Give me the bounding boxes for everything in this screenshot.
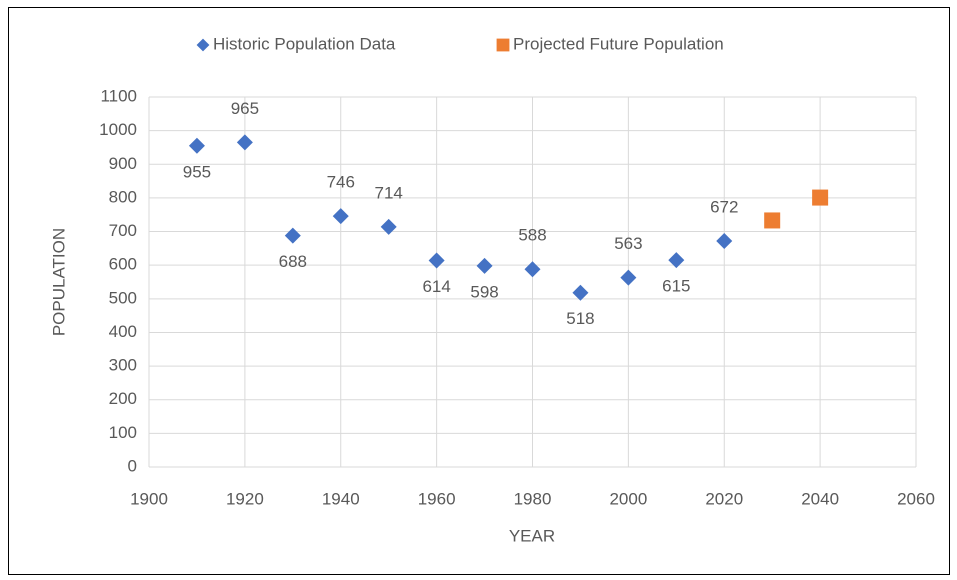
point <box>620 269 637 286</box>
data-label: 955 <box>183 162 211 181</box>
x-tick-label: 1960 <box>418 489 456 508</box>
x-tick-label: 2040 <box>801 489 839 508</box>
y-axis-title: POPULATION <box>49 228 68 336</box>
legend-marker <box>196 38 210 52</box>
x-tick-label: 2020 <box>705 489 743 508</box>
data-label: 615 <box>662 277 690 296</box>
data-label: 688 <box>279 252 307 271</box>
x-tick-label: 2060 <box>897 489 935 508</box>
y-tick-label: 600 <box>109 255 137 274</box>
legend-label: Historic Population Data <box>213 34 396 53</box>
y-tick-label: 900 <box>109 154 137 173</box>
point <box>188 137 205 154</box>
y-tick-label: 1100 <box>100 86 137 105</box>
x-tick-label: 1980 <box>514 489 552 508</box>
y-tick-label: 100 <box>109 423 137 442</box>
legend-marker <box>496 38 510 52</box>
y-tick-label: 500 <box>109 288 137 307</box>
data-label: 965 <box>231 99 259 118</box>
data-label: 588 <box>518 226 546 245</box>
point <box>428 252 445 269</box>
point <box>332 208 349 225</box>
data-label: 672 <box>710 197 738 216</box>
point <box>236 134 253 151</box>
y-tick-label: 800 <box>109 187 137 206</box>
point <box>380 218 397 235</box>
y-tick-label: 300 <box>109 356 137 375</box>
x-axis-title: YEAR <box>509 526 555 545</box>
data-label: 518 <box>566 309 594 328</box>
legend-label: Projected Future Population <box>513 34 724 53</box>
point <box>764 212 781 229</box>
point <box>524 261 541 278</box>
x-tick-label: 1900 <box>130 489 168 508</box>
point <box>476 257 493 274</box>
data-label: 598 <box>470 282 498 301</box>
y-tick-label: 700 <box>109 221 137 240</box>
point <box>284 227 301 244</box>
y-tick-label: 1000 <box>99 120 137 139</box>
x-tick-label: 1920 <box>226 489 264 508</box>
y-tick-label: 0 <box>128 456 137 475</box>
data-label: 563 <box>614 234 642 253</box>
point <box>572 284 589 301</box>
point <box>812 189 829 206</box>
data-label: 714 <box>375 183 403 202</box>
y-tick-label: 400 <box>109 322 137 341</box>
point <box>716 232 733 249</box>
x-tick-label: 1940 <box>322 489 360 508</box>
x-tick-label: 2000 <box>609 489 647 508</box>
point <box>668 252 685 269</box>
data-label: 746 <box>327 173 355 192</box>
chart-frame <box>8 7 950 575</box>
data-label: 614 <box>422 277 450 296</box>
y-tick-label: 200 <box>109 389 137 408</box>
